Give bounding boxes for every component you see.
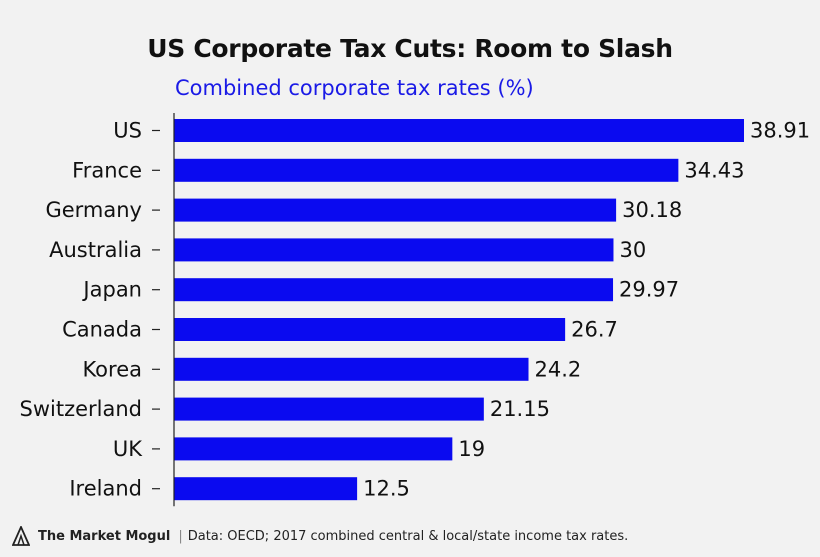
data-label-japan: 29.97 xyxy=(619,278,679,302)
bar-us xyxy=(174,119,744,142)
bar-uk xyxy=(174,437,453,461)
footer-separator: | xyxy=(178,528,183,544)
data-label-ireland: 12.5 xyxy=(363,477,410,501)
bar-japan xyxy=(174,278,614,302)
data-label-switzerland: 21.15 xyxy=(490,397,550,421)
bar-australia xyxy=(174,238,614,262)
category-label-uk: UK xyxy=(113,437,143,461)
data-label-us: 38.91 xyxy=(750,119,810,143)
bar-switzerland xyxy=(174,397,484,421)
data-label-uk: 19 xyxy=(458,437,485,461)
footer: The Market Mogul | Data: OECD; 2017 comb… xyxy=(11,524,629,548)
chart-title: US Corporate Tax Cuts: Room to Slash xyxy=(147,34,673,63)
category-label-france: France xyxy=(72,158,142,182)
bar-canada xyxy=(174,318,566,341)
bar-chart: US 38.91 France 34.43 Germany 30.18 Australia 3… xyxy=(20,113,810,507)
bar-korea xyxy=(174,357,529,381)
category-label-switzerland: Switzerland xyxy=(20,397,143,421)
category-label-japan: Japan xyxy=(81,278,142,302)
category-label-korea: Korea xyxy=(82,357,142,381)
market-mogul-logo-icon xyxy=(11,524,31,546)
data-source-note: Data: OECD; 2017 combined central & loca… xyxy=(187,528,629,544)
data-label-korea: 24.2 xyxy=(535,357,582,381)
bar-france xyxy=(174,158,679,182)
data-label-australia: 30 xyxy=(619,238,646,262)
chart-subtitle: Combined corporate tax rates (%) xyxy=(175,76,534,100)
category-label-us: US xyxy=(113,119,142,143)
bar-ireland xyxy=(174,477,358,501)
category-label-canada: Canada xyxy=(62,318,142,342)
brand-name: The Market Mogul xyxy=(38,528,171,544)
bar-germany xyxy=(174,198,617,222)
category-label-australia: Australia xyxy=(49,238,142,262)
data-label-france: 34.43 xyxy=(684,158,744,182)
data-label-germany: 30.18 xyxy=(622,198,682,222)
category-label-ireland: Ireland xyxy=(69,477,142,501)
category-label-germany: Germany xyxy=(45,198,142,222)
data-label-canada: 26.7 xyxy=(571,318,618,342)
